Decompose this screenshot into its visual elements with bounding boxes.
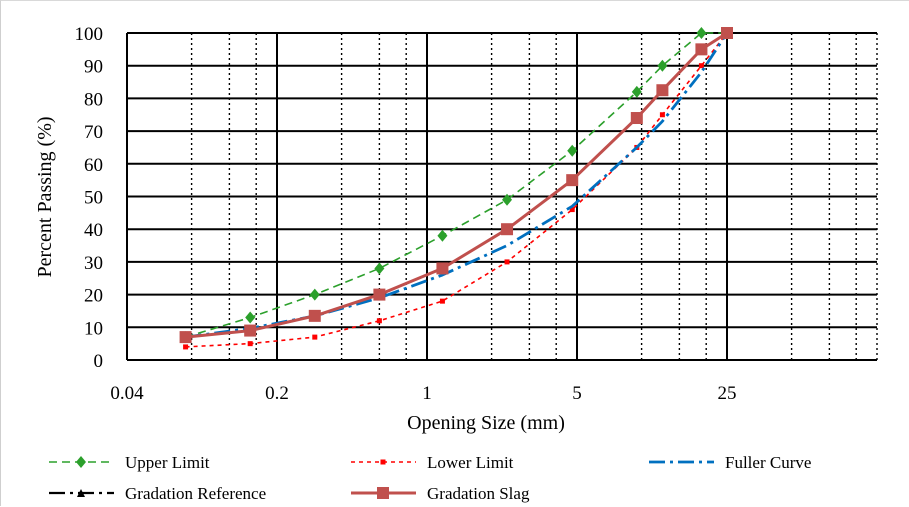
x-tick-label: 5 xyxy=(572,383,582,404)
data-point xyxy=(376,318,382,324)
data-point xyxy=(567,144,578,157)
data-point xyxy=(695,43,708,56)
data-point xyxy=(308,309,321,322)
data-point xyxy=(312,334,318,340)
y-tick-label: 0 xyxy=(94,351,104,372)
legend-item: Upper Limit xyxy=(49,453,210,472)
series-line xyxy=(185,32,727,338)
x-tick-label: 0.04 xyxy=(110,383,144,404)
data-point xyxy=(630,112,643,125)
y-tick-label: 30 xyxy=(84,253,103,274)
legend-label: Upper Limit xyxy=(125,453,210,472)
series-gradation-slag xyxy=(179,27,733,344)
legend-label: Lower Limit xyxy=(427,453,514,472)
x-tick-label: 25 xyxy=(718,383,737,404)
legend-label: Fuller Curve xyxy=(725,453,811,472)
data-point xyxy=(721,27,733,39)
series-lower-limit xyxy=(183,30,730,350)
data-point xyxy=(76,456,86,468)
data-point xyxy=(437,229,448,242)
data-point xyxy=(377,487,389,499)
legend-label: Gradation Reference xyxy=(125,484,266,503)
y-tick-label: 50 xyxy=(84,188,103,209)
data-point xyxy=(659,112,665,118)
chart-legend: Upper Limit Lower Limit Fuller Curve Gradat… xyxy=(49,453,811,503)
chart-tick-labels: 0 10 20 30 40 50 60 70 80 90 100 0.04 0.2 1 5 25 xyxy=(75,24,737,404)
y-tick-label: 60 xyxy=(84,155,103,176)
data-point xyxy=(569,207,575,213)
data-point xyxy=(247,341,253,347)
data-point xyxy=(183,344,189,350)
data-point xyxy=(631,85,642,98)
y-axis-title: Percent Passing (%) xyxy=(34,116,56,277)
series-fuller-curve xyxy=(185,32,729,339)
data-point xyxy=(374,262,385,275)
legend-item: Gradation Reference xyxy=(49,484,266,503)
data-point xyxy=(696,27,707,39)
data-point xyxy=(439,298,445,304)
legend-item: Lower Limit xyxy=(351,453,514,472)
y-tick-label: 20 xyxy=(84,286,103,307)
data-point xyxy=(380,459,386,465)
data-point xyxy=(657,59,668,72)
x-tick-label: 0.2 xyxy=(265,383,289,404)
data-point xyxy=(245,311,256,324)
data-point xyxy=(504,259,510,265)
series-line xyxy=(185,32,729,339)
y-tick-label: 10 xyxy=(84,318,103,339)
y-tick-label: 100 xyxy=(75,24,104,45)
x-axis-title: Opening Size (mm) xyxy=(407,412,565,434)
series-upper-limit xyxy=(180,27,732,344)
data-point xyxy=(502,193,513,206)
data-point xyxy=(501,223,514,236)
data-point xyxy=(436,262,449,275)
y-tick-label: 70 xyxy=(84,122,103,143)
data-point xyxy=(373,288,386,301)
legend-item: Gradation Slag xyxy=(351,484,530,503)
y-tick-label: 40 xyxy=(84,220,103,241)
legend-label: Gradation Slag xyxy=(427,484,530,503)
data-point xyxy=(656,84,669,97)
data-point xyxy=(566,174,579,187)
data-point xyxy=(309,288,320,301)
chart-grid xyxy=(126,32,878,361)
series-line xyxy=(185,32,728,339)
series-line xyxy=(185,31,728,339)
legend-item: Fuller Curve xyxy=(649,453,811,472)
data-point xyxy=(77,489,85,497)
data-point xyxy=(244,324,257,337)
chart-series xyxy=(179,27,733,350)
chart-axes xyxy=(126,33,877,361)
y-tick-label: 90 xyxy=(84,57,103,78)
series-line xyxy=(185,32,728,348)
x-tick-label: 1 xyxy=(422,383,432,404)
data-point xyxy=(179,331,192,344)
y-tick-label: 80 xyxy=(84,89,103,110)
data-point xyxy=(698,63,704,69)
